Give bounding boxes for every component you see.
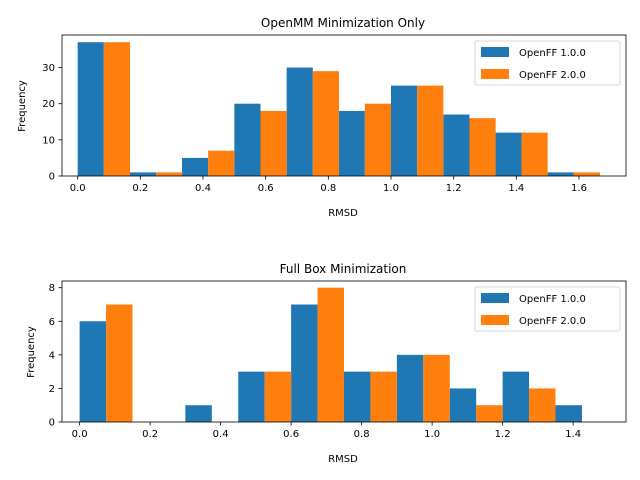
bar-bottom-series-2-bin-7 (423, 354, 450, 422)
bar-top-series-1-bin-1 (77, 42, 104, 176)
x-tick-label-bottom: 0.2 (142, 429, 158, 440)
x-tick-label-top: 1.2 (446, 183, 462, 194)
x-tick-label-bottom: 1.0 (424, 429, 440, 440)
legend-bottom: OpenFF 1.0.0 OpenFF 2.0.0 (474, 286, 621, 332)
x-tick-label-top: 0.8 (320, 183, 336, 194)
x-tick-label-bottom: 0.4 (213, 429, 229, 440)
x-tick-label-top: 0.4 (195, 183, 211, 194)
axes-frame-top (61, 34, 627, 177)
x-tick-label-top: 1.4 (508, 183, 524, 194)
legend-swatch-top-series-2 (481, 69, 509, 79)
bar-bottom-series-2-bin-4 (264, 371, 292, 422)
y-tick-label-bottom: 8 (49, 283, 55, 294)
bar-top-series-1-bin-10 (547, 172, 574, 176)
y-axis-label-top: Frequency (17, 80, 28, 132)
y-tick-label-top: 0 (49, 172, 55, 183)
x-axis-label-bottom: RMSD (328, 454, 358, 465)
legend-label-bottom-series-2: OpenFF 2.0.0 (519, 316, 586, 327)
bar-top-series-1-bin-2 (129, 172, 157, 176)
legend-frame-bottom (474, 286, 621, 332)
x-ticks-top: 0.0 0.2 0.4 0.6 0.8 1.0 1.2 1.4 1.6 (70, 176, 587, 194)
x-tick-label-top: 0.0 (70, 183, 86, 194)
bar-top-series-2-bin-4 (260, 110, 287, 176)
bar-top-series-2-bin-6 (364, 103, 391, 176)
x-tick-label-bottom: 1.4 (565, 429, 581, 440)
legend-swatch-bottom-series-2 (481, 315, 509, 325)
bar-top-series-1-bin-5 (286, 67, 313, 176)
subplot-bottom: Full Box Minimization RMSD Frequency 0.0… (26, 262, 627, 465)
bar-bottom-series-2-bin-1 (106, 304, 133, 422)
x-tick-label-bottom: 0.6 (283, 429, 299, 440)
x-tick-label-top: 1.0 (383, 183, 399, 194)
bar-top-series-1-bin-7 (391, 85, 418, 176)
bar-bottom-series-1-bin-6 (344, 371, 371, 422)
bar-bottom-series-1-bin-9 (502, 371, 530, 422)
bar-top-series-2-bin-9 (521, 132, 548, 176)
y-tick-label-top: 10 (42, 135, 55, 146)
bar-bottom-series-1-bin-10 (555, 405, 582, 422)
x-tick-label-top: 0.6 (258, 183, 274, 194)
y-tick-label-bottom: 6 (49, 317, 55, 328)
legend-top: OpenFF 1.0.0 OpenFF 2.0.0 (474, 40, 621, 86)
chart-title-bottom: Full Box Minimization (280, 262, 407, 276)
bar-bottom-series-1-bin-5 (291, 304, 318, 422)
x-ticks-bottom: 0.0 0.2 0.4 0.6 0.8 1.0 1.2 1.4 (72, 422, 581, 440)
chart-title-top: OpenMM Minimization Only (261, 16, 425, 30)
x-tick-label-top: 0.2 (132, 183, 148, 194)
legend-label-top-series-2: OpenFF 2.0.0 (519, 70, 586, 81)
y-tick-label-top: 30 (42, 63, 55, 74)
legend-swatch-bottom-series-1 (481, 293, 509, 303)
y-axis-label-bottom: Frequency (26, 326, 37, 378)
bar-bottom-series-2-bin-9 (529, 388, 556, 422)
y-tick-label-bottom: 4 (49, 350, 55, 361)
bar-bottom-series-2-bin-5 (317, 287, 344, 422)
x-tick-label-bottom: 0.8 (354, 429, 370, 440)
bar-top-series-1-bin-8 (443, 114, 470, 176)
bar-top-series-2-bin-8 (469, 118, 496, 176)
bar-bottom-series-1-bin-7 (396, 354, 424, 422)
bar-top-series-2-bin-7 (417, 85, 444, 176)
bar-top-series-2-bin-10 (573, 172, 600, 176)
bar-top-series-1-bin-4 (234, 103, 261, 176)
legend-label-top-series-1: OpenFF 1.0.0 (519, 48, 586, 59)
bar-top-series-1-bin-6 (338, 110, 365, 176)
bar-bottom-series-2-bin-8 (476, 405, 503, 422)
bar-bottom-series-1-bin-1 (79, 321, 107, 422)
x-tick-label-top: 1.6 (571, 183, 587, 194)
bar-bottom-series-2-bin-6 (370, 371, 397, 422)
y-ticks-bottom: 0 2 4 6 8 (49, 283, 62, 429)
bar-bottom-series-1-bin-4 (238, 371, 265, 422)
y-tick-label-bottom: 2 (49, 384, 55, 395)
x-tick-label-bottom: 0.0 (72, 429, 88, 440)
bar-top-series-1-bin-9 (495, 132, 522, 176)
bar-top-series-2-bin-2 (156, 172, 183, 176)
x-tick-label-bottom: 1.2 (495, 429, 511, 440)
bar-top-series-2-bin-1 (103, 42, 130, 176)
bar-top-series-2-bin-5 (312, 71, 339, 176)
subplot-top: OpenMM Minimization Only RMSD Frequency … (17, 16, 627, 219)
x-axis-label-top: RMSD (328, 208, 358, 219)
bar-bottom-series-1-bin-8 (449, 388, 477, 422)
bars-bottom (79, 287, 582, 422)
legend-frame-top (474, 40, 621, 86)
y-tick-label-bottom: 0 (49, 418, 55, 429)
legend-label-bottom-series-1: OpenFF 1.0.0 (519, 294, 586, 305)
legend-swatch-top-series-1 (481, 47, 509, 57)
bars-top (77, 42, 600, 176)
y-tick-label-top: 20 (42, 99, 55, 110)
bar-top-series-1-bin-3 (182, 157, 209, 176)
bar-bottom-series-1-bin-3 (185, 405, 212, 422)
y-ticks-top: 0 10 20 30 (42, 63, 62, 183)
axes-frame-bottom (61, 280, 627, 423)
bar-top-series-2-bin-3 (208, 150, 235, 176)
